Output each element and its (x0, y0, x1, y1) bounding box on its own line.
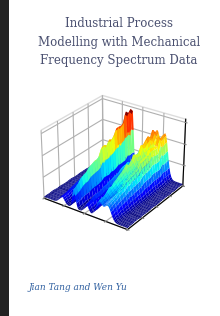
Text: Industrial Process
Modelling with Mechanical
Frequency Spectrum Data: Industrial Process Modelling with Mechan… (38, 17, 200, 67)
Text: Jian Tang and Wen Yu: Jian Tang and Wen Yu (29, 283, 127, 292)
Bar (0, 0, 9, 316)
